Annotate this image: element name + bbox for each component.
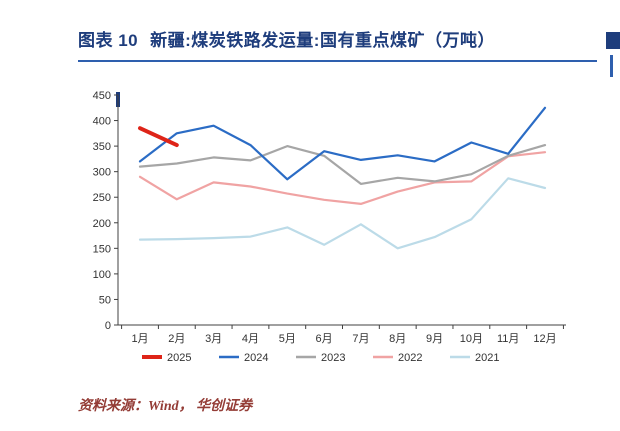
y-tick-label: 450	[93, 90, 111, 102]
legend-label-2024: 2024	[244, 352, 268, 364]
figure-title-text: 新疆:煤炭铁路发运量:国有重点煤矿（万吨）	[150, 31, 495, 50]
x-tick-label: 2月	[168, 333, 185, 345]
y-tick-label: 200	[93, 218, 111, 230]
y-tick-label: 0	[105, 320, 111, 332]
title-underline	[78, 60, 597, 62]
series-line-2025	[138, 126, 179, 148]
y-tick-label: 150	[93, 243, 111, 255]
source-note: 资料来源：Wind， 华创证券	[78, 399, 253, 414]
y-tick-label: 100	[93, 269, 111, 281]
x-tick-label: 6月	[316, 333, 333, 345]
y-tick-label: 300	[93, 167, 111, 179]
series-line-2024	[138, 106, 547, 181]
y-tick-label: 50	[99, 294, 111, 306]
x-tick-label: 10月	[460, 333, 483, 345]
y-tick-label: 350	[93, 141, 111, 153]
figure-title: 图表 10 新疆:煤炭铁路发运量:国有重点煤矿（万吨）	[78, 26, 495, 51]
adjacent-figure-fragment	[606, 32, 620, 49]
series-line-2021	[138, 177, 547, 250]
legend-label-2023: 2023	[321, 352, 345, 364]
x-tick-label: 11月	[497, 333, 519, 345]
x-tick-label: 1月	[131, 333, 148, 345]
x-tick-label: 7月	[352, 333, 369, 345]
legend-label-2021: 2021	[475, 352, 499, 364]
legend-label-2022: 2022	[398, 352, 422, 364]
x-tick-label: 5月	[279, 333, 296, 345]
x-tick-label: 4月	[242, 333, 259, 345]
series-line-2023	[138, 144, 547, 185]
figure-label: 图表 10	[78, 31, 139, 50]
series-line-2022	[138, 151, 547, 205]
x-tick-label: 3月	[205, 333, 222, 345]
adjacent-figure-rule-fragment	[610, 55, 613, 77]
y-tick-label: 250	[93, 192, 111, 204]
y-tick-label: 400	[93, 116, 111, 128]
x-tick-label: 8月	[389, 333, 406, 345]
x-tick-label: 12月	[533, 333, 556, 345]
legend-label-2025: 2025	[167, 352, 191, 364]
x-tick-label: 9月	[426, 333, 443, 345]
